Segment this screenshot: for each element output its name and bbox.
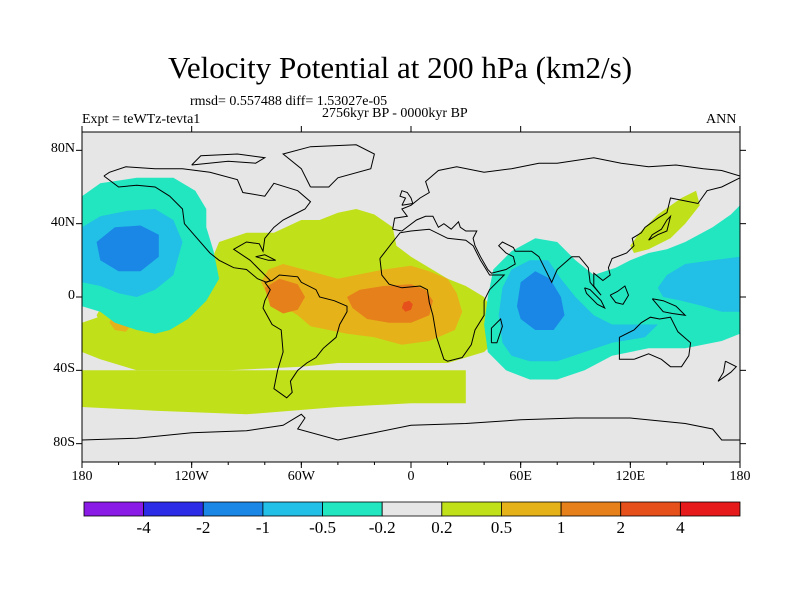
coast-japan (648, 214, 672, 241)
coast-antarctica (82, 413, 740, 441)
coast-uk (399, 190, 414, 206)
coastlines (82, 144, 740, 441)
positive-region-south-pacific (82, 370, 466, 415)
legend-label: -4 (136, 518, 151, 537)
negative-region-west-pacific (657, 256, 740, 312)
rmsd-diff-label: rmsd= 0.557488 diff= 1.53027e-05 (190, 94, 388, 109)
dark-orange-region-tropical-atlantic (347, 284, 433, 323)
legend-label: 0.5 (490, 518, 513, 537)
legend-swatch (322, 501, 383, 517)
coast-eurasia (392, 157, 740, 296)
strong-negative-north-pacific (96, 225, 159, 272)
coast-new-guinea (651, 298, 687, 317)
coast-cuba (255, 254, 276, 261)
x-tick-label: 60W (287, 469, 315, 484)
coast-arctic-islands (191, 153, 267, 166)
experiment-label: Expt = teWTz-tevta1 (82, 112, 201, 127)
legend-swatch (560, 501, 622, 517)
coast-madagascar (490, 318, 503, 344)
strong-negative-indian (517, 271, 565, 330)
legend-swatch (501, 501, 562, 517)
legend-swatch (202, 501, 264, 517)
coast-new-zealand (717, 360, 738, 382)
legend-swatch (262, 501, 323, 517)
coast-greenland (282, 144, 375, 188)
coast-australia (618, 316, 692, 368)
positive-region-east-asia (630, 190, 700, 253)
x-tick-label: 0 (407, 469, 415, 484)
legend-swatch (381, 501, 443, 517)
contour-fills (82, 132, 740, 462)
legend-label: -0.5 (309, 518, 336, 537)
legend-label: -0.2 (368, 518, 396, 537)
x-tick-label: 180 (729, 469, 751, 484)
legend-swatch (620, 501, 681, 517)
coast-north-america (103, 166, 312, 283)
x-tick-label: 120W (174, 469, 209, 484)
x-tick-label: 60E (509, 469, 532, 484)
color-legend (83, 501, 741, 517)
map-title: Velocity Potential at 200 hPa (km2/s) (167, 50, 633, 85)
y-tick-label: 40S (53, 361, 75, 377)
axis-ticks (76, 126, 746, 468)
legend-swatch (679, 501, 741, 517)
period-label: 2756kyr BP - 0000kyr BP (322, 106, 468, 121)
coast-south-america (262, 274, 348, 399)
legend-label: 0.2 (431, 518, 453, 537)
coast-indonesia (584, 287, 606, 310)
legend-label: 1 (556, 518, 566, 537)
coast-africa (379, 228, 506, 362)
y-tick-label: 80N (50, 141, 75, 157)
y-tick-label: 80S (53, 434, 75, 450)
season-label: ANN (706, 112, 737, 127)
x-tick-label: 180 (71, 469, 93, 484)
legend-swatch (83, 501, 145, 517)
legend-swatch (143, 501, 204, 517)
maximum-region-gulf-guinea (401, 300, 413, 312)
y-tick-label: 0 (68, 288, 75, 303)
y-tick-label: 40N (50, 214, 75, 230)
x-tick-label: 120E (615, 469, 646, 484)
dark-orange-region-amazon (264, 278, 305, 314)
legend-label: -2 (196, 518, 211, 537)
legend-label: 2 (616, 518, 625, 537)
legend-label: 4 (676, 518, 685, 537)
coast-borneo (609, 285, 630, 305)
legend-label: -1 (255, 518, 270, 537)
legend-swatch (441, 501, 502, 517)
